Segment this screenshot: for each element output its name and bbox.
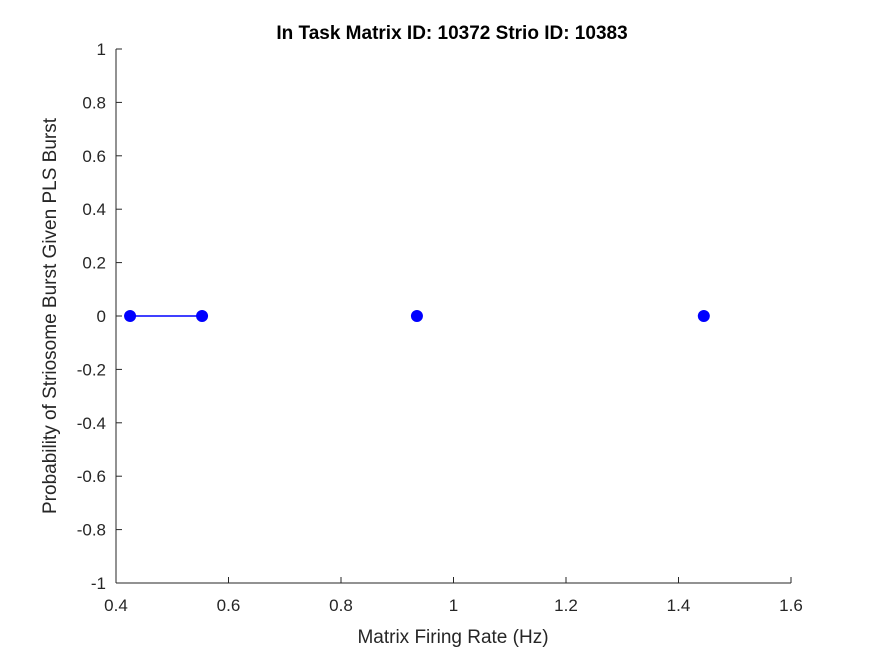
y-tick-label: 0.2 bbox=[82, 254, 106, 273]
axes bbox=[115, 49, 791, 584]
data-point bbox=[410, 310, 423, 322]
x-tick-label: 0.8 bbox=[329, 596, 353, 615]
x-axis-ticks: 0.4 0.6 0.8 1 1.2 1.4 1.6 bbox=[104, 577, 803, 615]
y-tick-label: -0.8 bbox=[77, 521, 106, 540]
y-tick-label: -0.2 bbox=[77, 360, 106, 379]
chart-title: In Task Matrix ID: 10372 Strio ID: 10383 bbox=[276, 23, 627, 44]
y-tick-label: -0.6 bbox=[77, 467, 106, 486]
x-tick-label: 1.4 bbox=[667, 596, 691, 615]
y-tick-label: 0.6 bbox=[82, 147, 106, 166]
x-tick-label: 1.2 bbox=[554, 596, 578, 615]
y-tick-label: -0.4 bbox=[77, 414, 106, 433]
y-axis-ticks: -1 -0.8 -0.6 -0.4 -0.2 0 0.2 0.4 0.6 0.8 1 bbox=[77, 40, 122, 593]
data-point bbox=[697, 310, 710, 322]
y-tick-label: 1 bbox=[97, 40, 106, 59]
y-tick-label: 0.4 bbox=[82, 200, 106, 219]
x-axis-label: Matrix Firing Rate (Hz) bbox=[357, 627, 548, 648]
x-tick-label: 1.6 bbox=[779, 596, 803, 615]
y-tick-label: -1 bbox=[91, 574, 106, 593]
x-tick-label: 0.6 bbox=[217, 596, 241, 615]
x-tick-label: 0.4 bbox=[104, 596, 128, 615]
data-point bbox=[196, 310, 209, 322]
series-points bbox=[124, 310, 710, 322]
y-axis-label: Probability of Striosome Burst Given PLS… bbox=[40, 117, 61, 514]
data-point bbox=[124, 310, 137, 322]
x-tick-label: 1 bbox=[449, 596, 458, 615]
y-tick-label: 0 bbox=[97, 307, 106, 326]
y-tick-label: 0.8 bbox=[82, 93, 106, 112]
